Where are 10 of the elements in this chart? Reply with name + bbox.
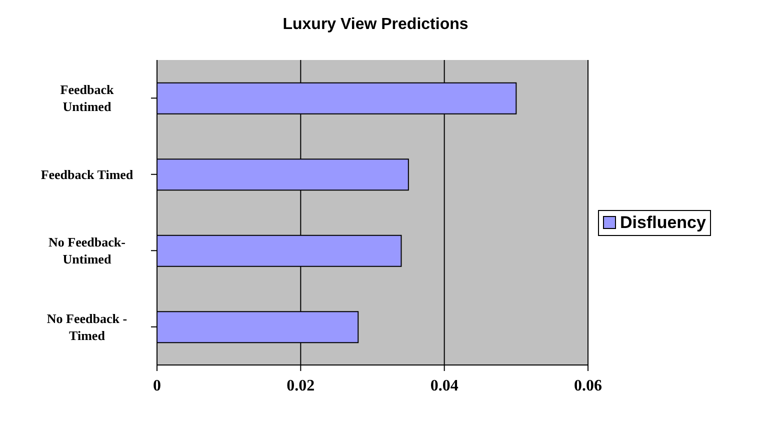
x-tick-label: 0.06 (574, 377, 602, 394)
chart-title: Luxury View Predictions (282, 16, 470, 35)
y-tick-label: Feedback Timed (40, 166, 134, 182)
y-tick-label: No Feedback-Untimed (48, 234, 126, 267)
x-tick-label: 0.04 (430, 377, 458, 394)
y-tick-label: No Feedback - Timed (46, 310, 128, 343)
y-tick-label: Feedback Untimed (60, 82, 114, 114)
x-tick-label: 0.02 (286, 377, 315, 394)
x-tick-label: 0 (153, 377, 161, 394)
legend-label: Disfluency (619, 212, 706, 232)
